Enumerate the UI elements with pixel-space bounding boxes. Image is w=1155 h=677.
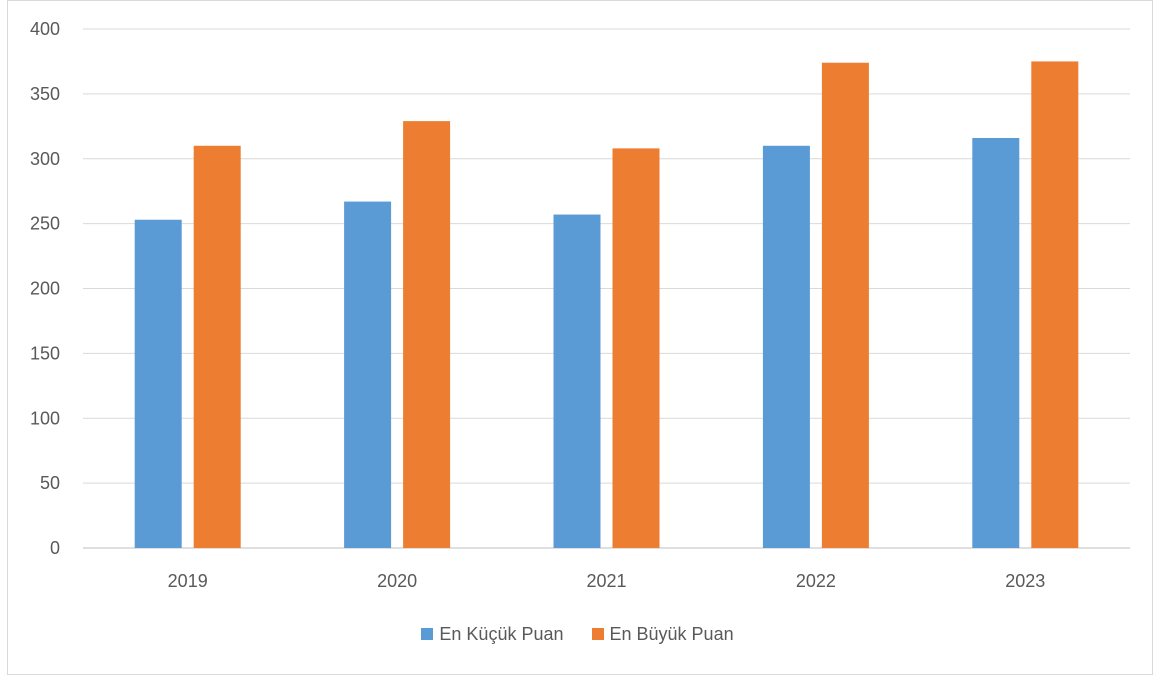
x-axis-ticks: 2019 2020 2021 2022 2023 [168, 571, 1046, 591]
y-tick-label: 300 [30, 149, 60, 169]
bar [1031, 61, 1079, 548]
legend: En Küçük Puan En Büyük Puan [0, 622, 1155, 646]
y-tick-label: 250 [30, 214, 60, 234]
bar [762, 145, 810, 548]
x-tick-label: 2020 [377, 571, 417, 591]
y-tick-label: 50 [40, 473, 60, 493]
y-tick-label: 200 [30, 279, 60, 299]
bar [134, 219, 182, 549]
x-tick-label: 2023 [1005, 571, 1045, 591]
y-tick-label: 150 [30, 343, 60, 363]
gridlines [83, 28, 1130, 549]
x-tick-label: 2022 [796, 571, 836, 591]
legend-label-series-1: En Küçük Puan [439, 623, 564, 644]
bar [553, 214, 601, 549]
bar [403, 121, 451, 548]
legend-label-series-2: En Büyük Puan [609, 623, 734, 644]
y-axis-ticks: 0 50 100 150 200 250 300 350 400 [30, 19, 60, 558]
x-tick-label: 2021 [586, 571, 626, 591]
legend-item-series-2: En Büyük Puan [591, 623, 734, 645]
legend-swatch-series-1 [421, 628, 434, 640]
bars [134, 61, 1079, 549]
bar [972, 137, 1020, 549]
bar [344, 201, 392, 548]
y-tick-label: 0 [50, 538, 60, 558]
y-tick-label: 350 [30, 84, 60, 104]
y-tick-label: 100 [30, 408, 60, 428]
bar [612, 148, 660, 548]
bar [821, 62, 869, 549]
bar [193, 145, 241, 548]
y-tick-label: 400 [30, 19, 60, 39]
x-tick-label: 2019 [168, 571, 208, 591]
legend-swatch-series-2 [591, 628, 604, 640]
legend-item-series-1: En Küçük Puan [421, 623, 564, 645]
